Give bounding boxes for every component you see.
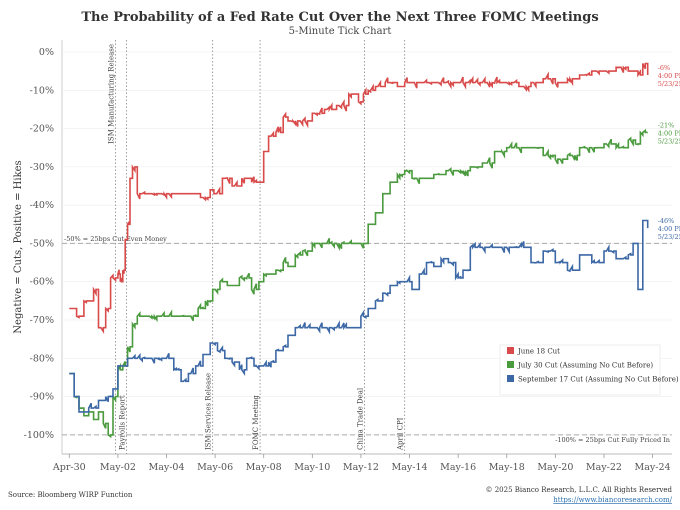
x-tick-label: May-16: [440, 462, 476, 473]
x-tick-label: May-10: [294, 462, 330, 473]
y-tick-label: -100%: [24, 430, 54, 441]
y-tick-label: -50%: [30, 238, 54, 249]
reference-label: -50% = 25bps Cut Even Money: [64, 235, 167, 243]
legend-label: July 30 Cut (Assuming No Cut Before): [517, 362, 653, 370]
x-tick-label: Apr-30: [52, 462, 86, 473]
end-label-time: 4:00 PM: [658, 129, 680, 137]
y-tick-label: -90%: [30, 392, 54, 403]
y-tick-label: -60%: [30, 277, 54, 288]
x-tick-label: May-04: [148, 462, 184, 473]
legend-label: June 18 Cut: [517, 348, 560, 356]
y-tick-label: -80%: [30, 353, 54, 364]
legend[interactable]: June 18 Cut July 30 Cut (Assuming No Cut …: [499, 344, 679, 396]
series-lines: [69, 62, 649, 439]
x-tick-label: May-18: [489, 462, 525, 473]
x-tick-label: May-02: [100, 462, 136, 473]
event-label: FOMC Meeting: [252, 395, 260, 450]
event-label: ISM Services Release: [205, 373, 213, 450]
event-markers: ISM Manufacturing Release Payrolls Report…: [107, 40, 406, 454]
event-label: Payrolls Report: [118, 395, 126, 450]
source-note: Source: Bloomberg WIRP Function: [8, 491, 133, 499]
end-label-date: 5/23/25: [658, 137, 680, 145]
copyright-note: © 2025 Bianco Research, L.L.C. All Right…: [486, 486, 673, 494]
x-tick-label: May-24: [635, 462, 671, 473]
y-tick-label: -70%: [30, 315, 54, 326]
x-axis-ticks: Apr-30 May-02 May-04 May-06 May-08 May-10 May-…: [52, 454, 671, 473]
x-tick-label: May-20: [537, 462, 573, 473]
x-tick-label: May-14: [391, 462, 427, 473]
legend-swatch: [507, 347, 514, 354]
y-tick-label: -40%: [30, 200, 54, 211]
y-axis-ticks: 0% -10% -20% -30% -40% -50% -60% -70% -80% -90% -1…: [24, 47, 54, 441]
x-tick-label: May-22: [586, 462, 622, 473]
x-tick-label: May-06: [197, 462, 233, 473]
chart-title: The Probability of a Fed Rate Cut Over t…: [81, 10, 598, 25]
end-label-date: 5/23/25: [658, 233, 680, 241]
event-label: April CPI: [397, 417, 405, 451]
y-tick-label: -10%: [30, 85, 54, 96]
end-label-value: -6%: [658, 64, 671, 72]
legend-label: September 17 Cut (Assuming No Cut Before…: [518, 376, 679, 384]
end-label-time: 4:00 PM: [658, 72, 680, 80]
y-tick-label: -20%: [30, 124, 54, 135]
series-line: [69, 128, 648, 439]
event-label: China Trade Deal: [357, 387, 365, 450]
chart-subtitle: 5-Minute Tick Chart: [289, 26, 392, 37]
legend-swatch: [507, 375, 514, 382]
x-tick-label: May-12: [343, 462, 379, 473]
end-label-time: 4:00 PM: [658, 225, 680, 233]
series-line: [69, 219, 649, 413]
x-tick-label: May-08: [246, 462, 282, 473]
y-tick-label: 0%: [39, 47, 54, 58]
end-label-date: 5/23/25: [658, 80, 680, 88]
y-axis-label: Negative = Cuts, Positive = Hikes: [13, 160, 24, 333]
end-labels: -6%4:00 PM5/23/25-21%4:00 PM5/23/25-46%4…: [658, 64, 680, 241]
end-label-value: -21%: [658, 121, 675, 129]
series-line: [69, 62, 649, 334]
website-link[interactable]: https://www.biancoresearch.com/: [553, 496, 672, 504]
plot-area: [61, 40, 672, 455]
event-label: ISM Manufacturing Release: [107, 44, 115, 144]
reference-label: -100% = 25bps Cut Fully Priced In: [555, 436, 670, 444]
end-label-value: -46%: [658, 217, 675, 225]
legend-swatch: [507, 361, 514, 368]
y-tick-label: -30%: [30, 162, 54, 173]
